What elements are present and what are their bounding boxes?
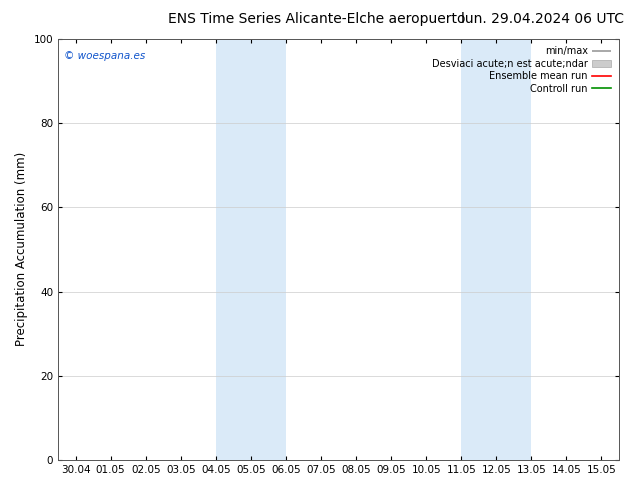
Bar (461, 39, 531, 460)
Bar (216, 39, 286, 460)
Text: ENS Time Series Alicante-Elche aeropuerto: ENS Time Series Alicante-Elche aeropuert… (168, 12, 466, 26)
Text: © woespana.es: © woespana.es (63, 51, 145, 61)
Legend: min/max, Desviaci acute;n est acute;ndar, Ensemble mean run, Controll run: min/max, Desviaci acute;n est acute;ndar… (429, 44, 614, 97)
Y-axis label: Precipitation Accumulation (mm): Precipitation Accumulation (mm) (15, 152, 28, 346)
Text: lun. 29.04.2024 06 UTC: lun. 29.04.2024 06 UTC (462, 12, 624, 26)
